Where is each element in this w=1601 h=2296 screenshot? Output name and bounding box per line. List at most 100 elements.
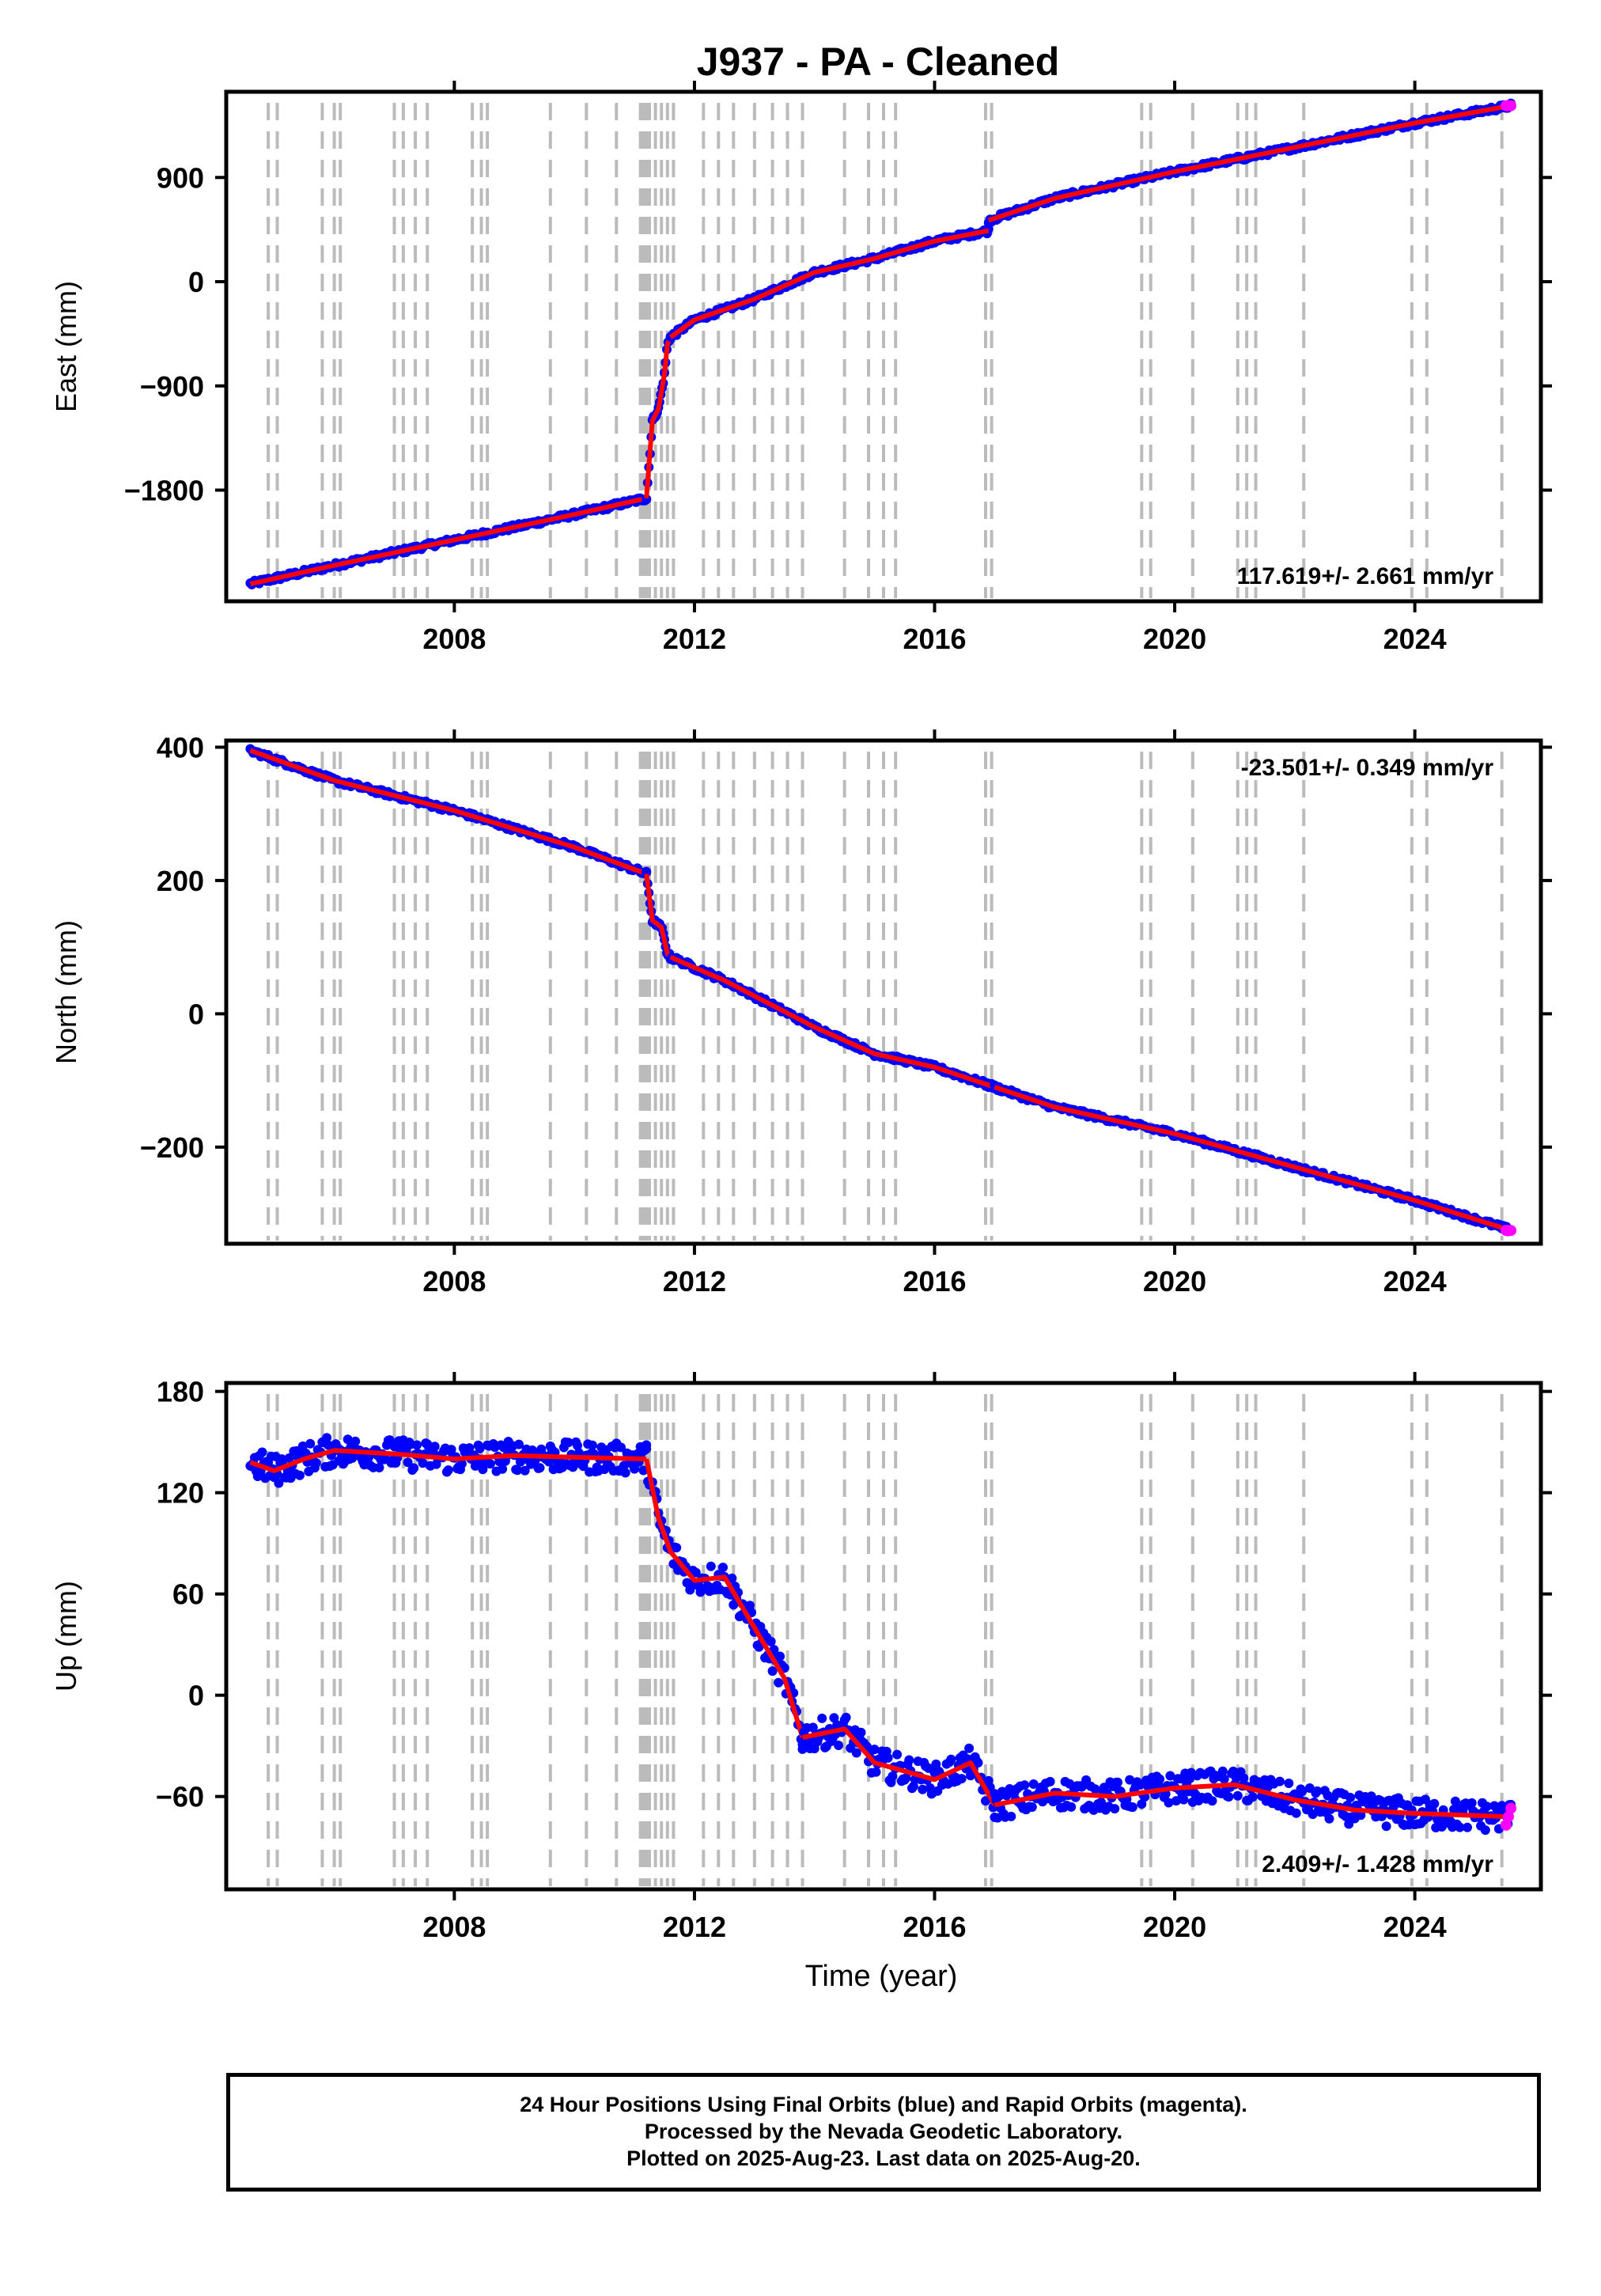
panel-3-point (817, 1713, 827, 1723)
panel-1-rate-annotation: 117.619+/- 2.661 mm/yr (1237, 563, 1494, 589)
footer-line-2: Processed by the Nevada Geodetic Laborat… (644, 2120, 1123, 2143)
panel-3-point (706, 1561, 716, 1571)
panel-3-point (1217, 1766, 1228, 1776)
panel-3-point (718, 1563, 728, 1573)
panel-3-point (616, 1442, 626, 1453)
panel-1-scatter-3 (665, 224, 994, 342)
panel-2-model-line-3 (669, 955, 996, 1089)
panel-1-x-tick-label-4: 2020 (1143, 623, 1206, 655)
panel-3-point (311, 1458, 321, 1468)
panel-1-model-line-1 (249, 495, 647, 586)
panel-2-rate-annotation: -23.501+/- 0.349 mm/yr (1241, 755, 1494, 781)
panel-3-point (1110, 1804, 1120, 1814)
panel-2-x-tick-label-1: 2008 (422, 1265, 486, 1298)
panel-3-point (918, 1784, 928, 1794)
panel-3-point (672, 1543, 682, 1553)
panel-3-point (535, 1463, 545, 1473)
footer-caption: 24 Hour Positions Using Final Orbits (bl… (226, 2073, 1541, 2192)
panel-3-point (1179, 1794, 1189, 1805)
panel-3-point (946, 1754, 956, 1764)
panel-3-point (767, 1666, 778, 1677)
panel-3-point (498, 1464, 508, 1474)
panel-3-rapid-point-2 (1503, 1811, 1514, 1823)
panel-3-point (829, 1713, 839, 1723)
panel-3-point (1291, 1808, 1301, 1818)
panel-1-y-tick-label-2: −900 (140, 370, 204, 403)
panel-3-point (682, 1578, 692, 1588)
panel-3-point (774, 1677, 784, 1688)
panel-3-point (274, 1478, 284, 1488)
panel-3-rate-annotation: 2.409+/- 1.428 mm/yr (1262, 1851, 1493, 1877)
panel-1-frame (224, 89, 1543, 604)
panel-3-point (1045, 1776, 1055, 1786)
panel-3-point (1297, 1786, 1308, 1797)
panel-3-y-tick-label-2: 0 (188, 1680, 204, 1712)
footer-line-3: Plotted on 2025-Aug-23. Last data on 202… (626, 2146, 1141, 2170)
panel-3-model-line-4 (994, 1782, 1512, 1820)
panel-3-point (573, 1441, 582, 1451)
panel-3-point (775, 1651, 785, 1661)
panel-3-point (257, 1447, 267, 1457)
panel-1-y-tick-label-1: −1800 (124, 474, 204, 506)
panel-3-point (1028, 1779, 1039, 1789)
panel-3-rapid-point-3 (1505, 1802, 1517, 1814)
panel-3-point (931, 1759, 941, 1769)
panel-3-point (322, 1433, 332, 1443)
panel-3-point (973, 1758, 983, 1767)
panel-3-point (727, 1573, 737, 1583)
panel-3-point (513, 1465, 523, 1476)
panel-3-y-tick-label-1: −60 (156, 1781, 204, 1813)
panel-3-point (1482, 1802, 1492, 1812)
panel-2-y-tick-label-1: −200 (140, 1131, 204, 1164)
panel-1: 2008 2012 2016 2020 2024 −1800 −900 0 900 East (m… (50, 81, 1552, 655)
panel-3-point (587, 1440, 597, 1450)
panel-3-point (1090, 1784, 1100, 1794)
panel-1-x-tick-label-5: 2024 (1383, 623, 1447, 655)
panel-3-point (630, 1464, 640, 1474)
panel-3-point (1376, 1795, 1385, 1805)
panel-3-point (1344, 1819, 1354, 1829)
panel-3-point (1232, 1790, 1243, 1801)
panel-3-point (563, 1438, 573, 1448)
panel-3-point (475, 1443, 485, 1453)
panel-3-point (1455, 1822, 1465, 1832)
panel-3-point (869, 1745, 880, 1755)
panel-3-point (374, 1463, 384, 1472)
panel-1-y-tick-label-4: 900 (157, 161, 204, 194)
panel-2-model-line-1 (249, 748, 648, 877)
panel-3-y-axis-label: Up (mm) (50, 1581, 82, 1692)
panel-3-point (1020, 1780, 1030, 1790)
panel-1-y-tick-label-3: 0 (188, 266, 204, 298)
panel-3-point (443, 1465, 453, 1476)
panel-3-model-line-3 (801, 1726, 997, 1806)
panel-3-point (514, 1439, 524, 1449)
panel-1-x-tick-label-2: 2012 (663, 623, 726, 655)
panel-3-point (904, 1755, 914, 1765)
panel-3-point (297, 1441, 308, 1451)
panel-2-x-tick-label-2: 2012 (663, 1265, 726, 1298)
panel-1-x-tick-label-1: 2008 (422, 623, 486, 655)
panel-3-point (1274, 1776, 1285, 1786)
panel-3-point (901, 1773, 911, 1783)
panel-3-point (1284, 1779, 1294, 1788)
panel-3-frame (224, 1381, 1543, 1892)
panel-3-point (1171, 1796, 1181, 1806)
panel-2-x-tick-label-5: 2024 (1383, 1265, 1447, 1298)
panel-3-point (446, 1445, 456, 1455)
chart-title: J937 - PA - Cleaned (697, 40, 1060, 84)
panel-3-point (1224, 1792, 1234, 1802)
panel-3-point (1096, 1798, 1107, 1808)
panel-3-point (1389, 1801, 1399, 1811)
panel-3-point (892, 1749, 903, 1760)
panel-3-x-tick-label-3: 2016 (903, 1911, 966, 1943)
panel-2-y-tick-label-2: 0 (188, 998, 204, 1030)
panel-3-point (1480, 1825, 1490, 1836)
panel-3-point (470, 1461, 480, 1471)
panel-3-point (883, 1752, 893, 1763)
panel-3-point (834, 1741, 844, 1750)
panel-1-rapid-point-3 (1505, 100, 1517, 112)
panel-3-point (1137, 1799, 1147, 1809)
panel-2-rapid-point-3 (1505, 1225, 1517, 1237)
panel-3-y-tick-label-3: 60 (172, 1578, 204, 1611)
panel-3-model-line-1 (249, 1448, 647, 1473)
